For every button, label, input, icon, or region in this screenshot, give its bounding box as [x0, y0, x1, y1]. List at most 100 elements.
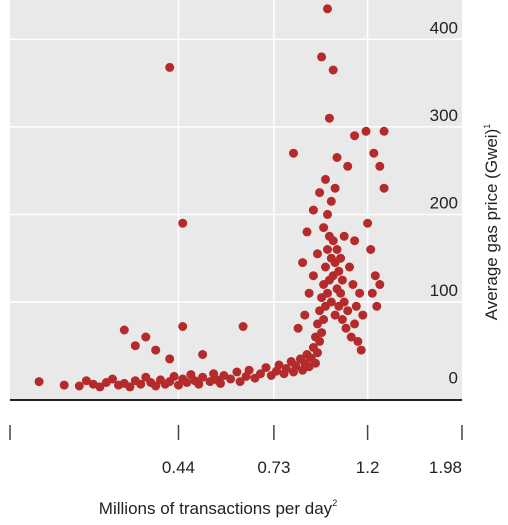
data-point [74, 381, 84, 391]
data-point [337, 315, 347, 324]
data-point [336, 253, 346, 263]
data-point [326, 297, 336, 307]
data-point [178, 218, 188, 228]
x-axis-label: Millions of transactions per day2 [99, 498, 337, 518]
data-point [119, 325, 129, 335]
data-point [343, 306, 353, 316]
data-point [330, 310, 340, 320]
data-point [216, 378, 225, 388]
data-point [293, 323, 303, 333]
data-point [375, 161, 385, 171]
data-point [232, 367, 242, 377]
x-tick-label: 0.44 [162, 458, 195, 477]
data-point [194, 379, 204, 389]
y-tick-label: 0 [449, 368, 458, 387]
y-tick-label: 200 [430, 193, 458, 212]
data-point [336, 288, 346, 298]
data-point [332, 245, 342, 254]
data-point [363, 218, 373, 228]
data-point [348, 280, 358, 289]
data-point [125, 382, 135, 392]
data-point [361, 126, 371, 136]
data-point [308, 271, 318, 281]
y-tick-labels: 0 100 200 300 400 [430, 18, 458, 387]
data-point [151, 345, 161, 355]
y-tick-label: 100 [430, 281, 458, 300]
data-point [370, 271, 380, 281]
x-tick-labels: 0.44 0.73 1.2 1.98 [9, 425, 463, 477]
data-point [198, 372, 208, 382]
data-point [304, 288, 314, 298]
data-point [350, 319, 360, 329]
data-point [198, 350, 208, 359]
data-point [330, 183, 340, 193]
data-point [178, 322, 188, 331]
data-point [353, 336, 363, 346]
data-point [379, 126, 389, 136]
x-tick-label: 1.2 [356, 458, 380, 477]
data-point [169, 371, 179, 381]
data-point [379, 183, 389, 193]
data-point [326, 196, 336, 206]
data-point [375, 280, 385, 289]
data-point [274, 360, 284, 370]
data-point [341, 323, 351, 333]
data-point [300, 310, 310, 320]
y-tick-label: 300 [430, 106, 458, 125]
data-points [34, 4, 389, 392]
data-point [298, 258, 308, 268]
data-point [332, 153, 342, 162]
data-point [351, 301, 361, 311]
data-point [321, 262, 330, 272]
data-point [34, 377, 44, 387]
data-point [59, 380, 69, 390]
data-point [291, 361, 301, 371]
data-point [343, 161, 353, 171]
data-point [355, 288, 365, 298]
data-point [345, 262, 354, 272]
data-point [261, 363, 271, 373]
data-point [182, 378, 192, 387]
data-point [219, 371, 229, 380]
data-point [323, 245, 332, 254]
data-point [313, 249, 322, 259]
data-point [350, 236, 360, 246]
data-point [226, 374, 236, 384]
data-point [323, 209, 332, 219]
data-point [369, 148, 379, 158]
data-point [315, 188, 325, 198]
data-point [323, 4, 332, 14]
data-point [356, 345, 366, 355]
y-tick-label: 400 [430, 18, 458, 37]
data-point [321, 174, 330, 184]
data-point [323, 288, 332, 298]
data-point [95, 382, 105, 392]
x-tick-label: 1.98 [429, 458, 462, 477]
data-point [315, 336, 325, 346]
data-point [319, 315, 329, 324]
data-point [367, 288, 377, 298]
data-point [281, 364, 291, 373]
y-axis-label: Average gas price (Gwei)1 [482, 124, 501, 321]
data-point [313, 348, 322, 358]
data-point [289, 148, 298, 158]
data-point [81, 376, 91, 386]
data-point [358, 310, 368, 320]
data-point [324, 113, 334, 123]
data-point [328, 236, 338, 246]
data-point [372, 301, 382, 311]
data-point [328, 65, 338, 75]
data-point [151, 381, 161, 391]
data-point [165, 354, 175, 364]
data-point [108, 374, 117, 384]
data-point [136, 379, 146, 389]
data-point [317, 328, 327, 338]
data-point [319, 223, 329, 233]
data-point [141, 332, 151, 342]
data-point [339, 297, 349, 307]
data-point [366, 245, 376, 254]
data-point [238, 322, 248, 331]
data-point [165, 62, 175, 72]
plot-panel [10, 0, 462, 400]
